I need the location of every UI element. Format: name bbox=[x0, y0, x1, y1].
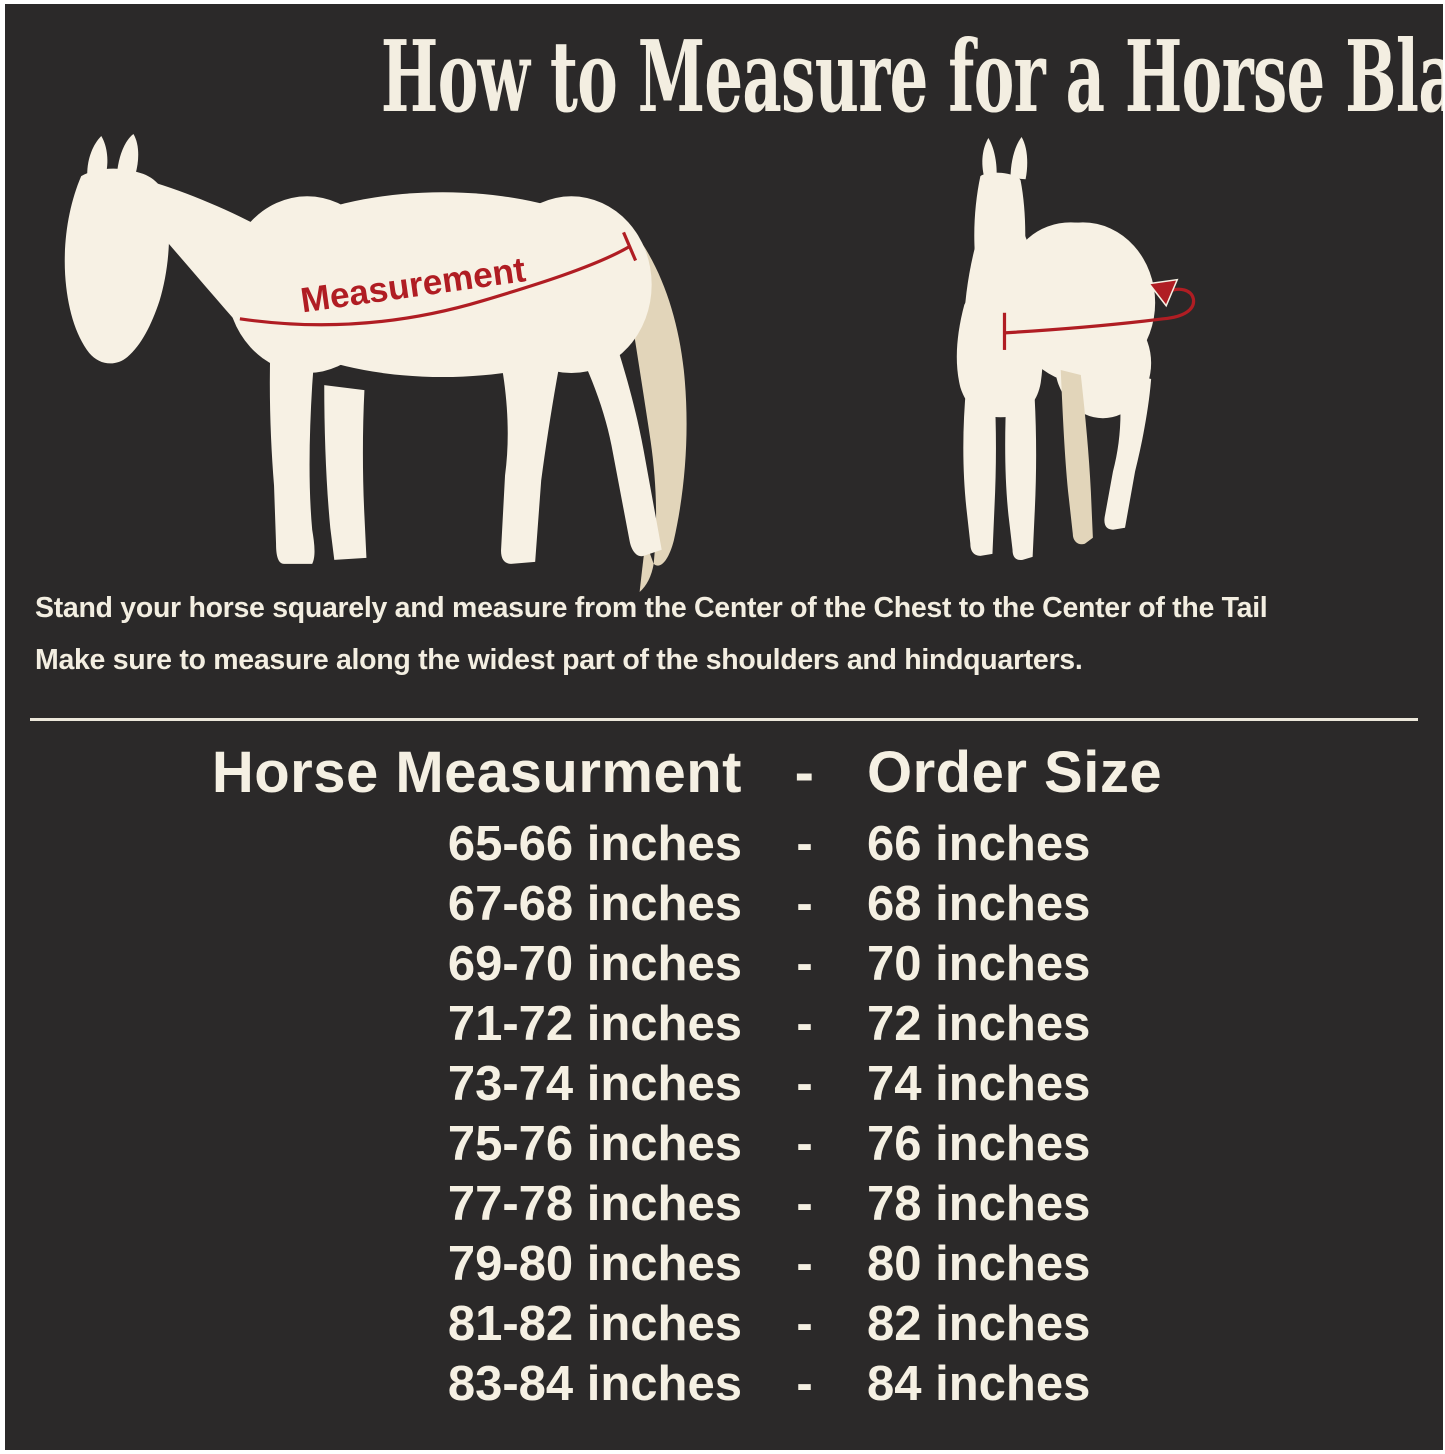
front-horse-legs bbox=[963, 370, 1152, 561]
order-size-cell: 70 inches bbox=[867, 937, 1091, 991]
instructions-line-1: Stand your horse squarely and measure fr… bbox=[35, 592, 1268, 624]
order-size-cell: 82 inches bbox=[867, 1297, 1091, 1351]
separator-cell: - bbox=[796, 1057, 813, 1111]
horse-measurement-cell: 83-84 inches bbox=[447, 1357, 742, 1411]
measurement-line bbox=[239, 231, 638, 327]
front-horse-shaded-leg bbox=[1060, 370, 1093, 545]
horse-measurement-cell: 73-74 inches bbox=[447, 1057, 742, 1111]
table-row: 69-70 inches - 70 inches bbox=[114, 934, 1334, 994]
table-row: 83-84 inches - 84 inches bbox=[114, 1354, 1334, 1414]
separator-cell: - bbox=[796, 1297, 813, 1351]
infographic-panel: How to Measure for a Horse Blanket bbox=[5, 4, 1443, 1450]
order-size-cell: 66 inches bbox=[867, 817, 1091, 871]
order-size-cell: 68 inches bbox=[867, 877, 1091, 931]
size-table: Horse Measurment - Order Size 65-66 inch… bbox=[5, 737, 1443, 1414]
table-row: 71-72 inches - 72 inches bbox=[114, 994, 1334, 1054]
header-horse-measurement: Horse Measurment bbox=[211, 740, 742, 805]
table-row: 73-74 inches - 74 inches bbox=[114, 1054, 1334, 1114]
order-size-cell: 76 inches bbox=[867, 1117, 1091, 1171]
horse-measurement-cell: 65-66 inches bbox=[447, 817, 742, 871]
order-size-cell: 72 inches bbox=[867, 997, 1091, 1051]
side-horse-diagram: Measurement bbox=[64, 134, 687, 592]
measurement-arrowhead bbox=[1147, 278, 1179, 308]
girth-measurement-arrow bbox=[1002, 278, 1196, 350]
separator-cell: - bbox=[796, 1177, 813, 1231]
separator-cell: - bbox=[796, 1357, 813, 1411]
header-order-size: Order Size bbox=[867, 740, 1163, 805]
separator-cell: - bbox=[796, 1237, 813, 1291]
order-size-cell: 80 inches bbox=[867, 1237, 1091, 1291]
table-row: 75-76 inches - 76 inches bbox=[114, 1114, 1334, 1174]
page-title: How to Measure for a Horse Blanket bbox=[380, 20, 1443, 135]
separator-cell: - bbox=[796, 997, 813, 1051]
table-row: 77-78 inches - 78 inches bbox=[114, 1174, 1334, 1234]
horse-measurement-cell: 67-68 inches bbox=[447, 877, 742, 931]
title-row: How to Measure for a Horse Blanket bbox=[5, 26, 1443, 130]
horse-tail-wisp bbox=[639, 541, 654, 592]
table-row: 67-68 inches - 68 inches bbox=[114, 874, 1334, 934]
horse-measurement-cell: 79-80 inches bbox=[447, 1237, 742, 1291]
horse-measurement-cell: 71-72 inches bbox=[447, 997, 742, 1051]
side-horse-silhouette bbox=[64, 134, 662, 564]
separator-cell: - bbox=[796, 877, 813, 931]
order-size-cell: 74 inches bbox=[867, 1057, 1091, 1111]
header-separator: - bbox=[794, 740, 815, 805]
order-size-cell: 84 inches bbox=[867, 1357, 1091, 1411]
separator-cell: - bbox=[796, 1117, 813, 1171]
diagram-area: Measurement bbox=[5, 134, 1443, 596]
horse-measurement-cell: 81-82 inches bbox=[447, 1297, 742, 1351]
instructions: Stand your horse squarely and measure fr… bbox=[35, 582, 1433, 686]
girth-line bbox=[1004, 287, 1196, 335]
horse-measurement-cell: 75-76 inches bbox=[447, 1117, 742, 1171]
measurement-end-tick bbox=[622, 231, 638, 262]
table-row: 79-80 inches - 80 inches bbox=[114, 1234, 1334, 1294]
instructions-line-2: Make sure to measure along the widest pa… bbox=[35, 644, 1083, 676]
front-horse-diagram bbox=[956, 137, 1196, 561]
separator-cell: - bbox=[796, 817, 813, 871]
table-row: 65-66 inches - 66 inches bbox=[114, 814, 1334, 874]
table-header: Horse Measurment - Order Size bbox=[114, 737, 1334, 809]
horse-measurement-cell: 69-70 inches bbox=[447, 937, 742, 991]
order-size-cell: 78 inches bbox=[867, 1177, 1091, 1231]
table-row: 81-82 inches - 82 inches bbox=[114, 1294, 1334, 1354]
divider bbox=[30, 718, 1418, 721]
separator-cell: - bbox=[796, 937, 813, 991]
horse-measurement-cell: 77-78 inches bbox=[447, 1177, 742, 1231]
